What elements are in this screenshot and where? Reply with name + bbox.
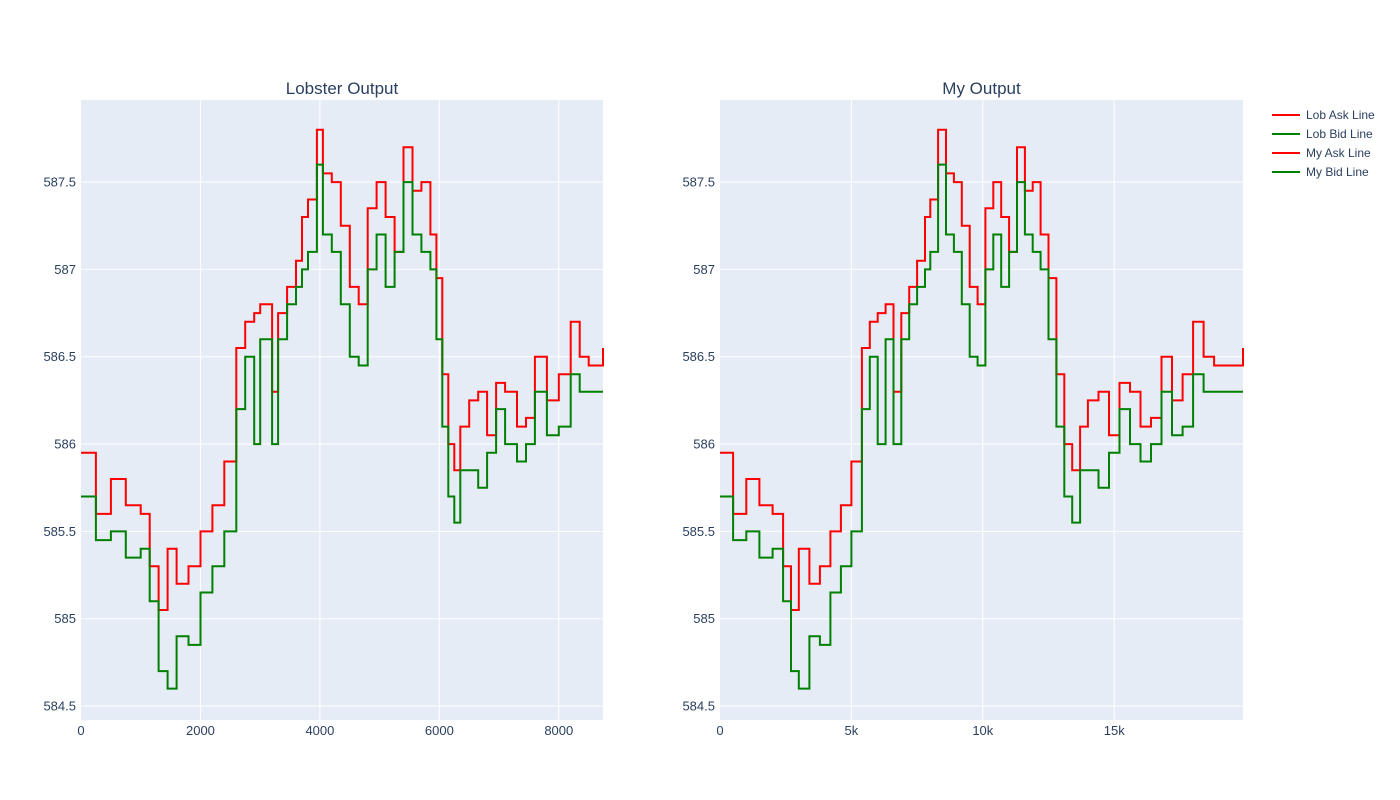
legend-label: My Ask Line xyxy=(1306,146,1371,160)
chart-title: My Output xyxy=(942,79,1021,98)
lob-bid-line-series[interactable] xyxy=(81,163,603,690)
x-tick-label: 0 xyxy=(716,723,723,738)
my-bid-line-series[interactable] xyxy=(720,163,1243,690)
y-tick-label: 586.5 xyxy=(43,349,76,364)
y-tick-label: 584.5 xyxy=(43,699,76,714)
legend-item-my-ask-line[interactable]: My Ask Line xyxy=(1272,146,1371,160)
y-tick-label: 585 xyxy=(693,611,715,626)
legend-label: Lob Ask Line xyxy=(1306,108,1375,122)
legend-item-lob-bid-line[interactable]: Lob Bid Line xyxy=(1272,127,1373,141)
lob-ask-line-series[interactable] xyxy=(81,128,604,611)
x-tick-label: 2000 xyxy=(186,723,215,738)
y-tick-label: 586 xyxy=(54,437,76,452)
x-tick-label: 10k xyxy=(972,723,993,738)
chart-panel-my-output: 584.5 585 585.5 586 586.5 587 587.5 0 5k 10k 15k My… xyxy=(682,79,1244,738)
my-ask-line-series[interactable] xyxy=(720,128,1244,611)
legend-item-my-bid-line[interactable]: My Bid Line xyxy=(1272,165,1369,179)
x-tick-label: 6000 xyxy=(425,723,454,738)
y-tick-label: 585.5 xyxy=(682,524,715,539)
y-tick-label: 587.5 xyxy=(43,175,76,190)
y-tick-label: 585 xyxy=(54,611,76,626)
legend-label: Lob Bid Line xyxy=(1306,127,1373,141)
my-output-plot-area xyxy=(720,100,1243,720)
x-tick-label: 8000 xyxy=(544,723,573,738)
y-tick-label: 587 xyxy=(693,262,715,277)
y-tick-label: 586 xyxy=(693,437,715,452)
x-tick-label: 0 xyxy=(77,723,84,738)
y-tick-label: 586.5 xyxy=(682,349,715,364)
chart-title: Lobster Output xyxy=(286,79,399,98)
y-tick-label: 585.5 xyxy=(43,524,76,539)
x-tick-label: 5k xyxy=(845,723,859,738)
x-tick-label: 15k xyxy=(1104,723,1125,738)
legend[interactable]: Lob Ask Line Lob Bid Line My Ask Line My Bi… xyxy=(1272,108,1375,179)
chart-panel-lobster-output: 584.5 585 585.5 586 586.5 587 587.5 0 2000 4000 60… xyxy=(43,79,604,738)
legend-item-lob-ask-line[interactable]: Lob Ask Line xyxy=(1272,108,1375,122)
x-tick-label: 4000 xyxy=(305,723,334,738)
legend-label: My Bid Line xyxy=(1306,165,1369,179)
y-tick-label: 587 xyxy=(54,262,76,277)
y-tick-label: 584.5 xyxy=(682,699,715,714)
y-tick-label: 587.5 xyxy=(682,175,715,190)
